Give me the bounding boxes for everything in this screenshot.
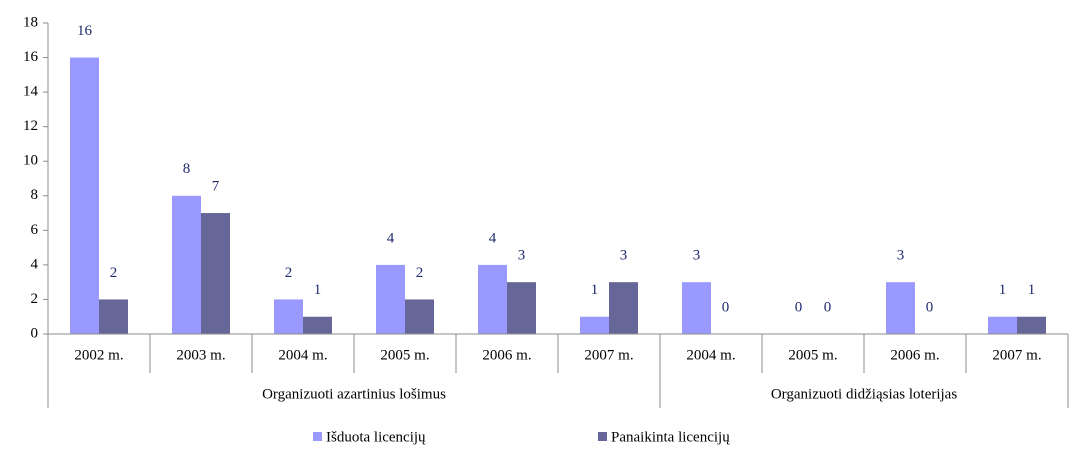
y-tick-label: 14 — [23, 84, 39, 100]
value-label: 0 — [722, 299, 730, 315]
value-label: 8 — [183, 161, 191, 177]
value-label: 2 — [416, 265, 424, 281]
y-tick-label: 16 — [23, 49, 39, 65]
x-tick-label: 2004 m. — [686, 347, 735, 363]
bar — [303, 316, 332, 334]
value-label: 4 — [489, 230, 497, 246]
value-label: 3 — [620, 248, 628, 264]
y-tick-label: 2 — [31, 291, 39, 307]
y-tick-label: 8 — [31, 187, 39, 203]
value-label: 1 — [314, 282, 322, 298]
value-label: 0 — [795, 299, 803, 315]
value-label: 3 — [693, 248, 701, 264]
x-tick-label: 2007 m. — [992, 347, 1041, 363]
bar — [405, 299, 434, 334]
y-tick-label: 18 — [23, 14, 38, 30]
group-label: Organizuoti didžiąsias loterijas — [771, 386, 958, 402]
legend-swatch — [598, 432, 607, 441]
value-label: 2 — [285, 265, 293, 281]
x-tick-label: 2006 m. — [482, 347, 531, 363]
bar — [580, 316, 609, 334]
legend-swatch — [313, 432, 322, 441]
value-label: 3 — [897, 248, 905, 264]
value-label: 1 — [999, 282, 1007, 298]
bar — [886, 282, 915, 334]
y-tick-label: 0 — [31, 325, 39, 341]
bar — [201, 213, 230, 334]
value-label: 1 — [1028, 282, 1036, 298]
value-label: 16 — [77, 23, 93, 39]
bar — [376, 264, 405, 334]
bar — [274, 299, 303, 334]
bar — [507, 282, 536, 334]
x-tick-label: 2002 m. — [74, 347, 123, 363]
y-tick-label: 10 — [23, 153, 38, 169]
y-tick-label: 6 — [31, 222, 39, 238]
bar — [478, 264, 507, 334]
y-tick-label: 4 — [31, 256, 39, 272]
bar — [609, 282, 638, 334]
x-tick-label: 2005 m. — [380, 347, 429, 363]
legend-label: Panaikinta licencijų — [611, 429, 730, 445]
bar — [988, 316, 1017, 334]
x-tick-label: 2006 m. — [890, 347, 939, 363]
value-label: 0 — [824, 299, 832, 315]
y-tick-label: 12 — [23, 118, 38, 134]
bar — [1017, 316, 1046, 334]
group-label: Organizuoti azartinius lošimus — [262, 386, 446, 402]
x-tick-label: 2003 m. — [176, 347, 225, 363]
x-tick-label: 2007 m. — [584, 347, 633, 363]
bar — [682, 282, 711, 334]
value-label: 7 — [212, 178, 220, 194]
legend-label: Išduota licencijų — [326, 429, 426, 445]
value-label: 3 — [518, 248, 526, 264]
value-label: 4 — [387, 230, 395, 246]
x-tick-label: 2005 m. — [788, 347, 837, 363]
value-label: 1 — [591, 282, 599, 298]
value-label: 0 — [926, 299, 934, 315]
bar — [99, 299, 128, 334]
value-label: 2 — [110, 265, 118, 281]
bar — [172, 195, 201, 334]
x-tick-label: 2004 m. — [278, 347, 327, 363]
bar — [70, 57, 99, 335]
